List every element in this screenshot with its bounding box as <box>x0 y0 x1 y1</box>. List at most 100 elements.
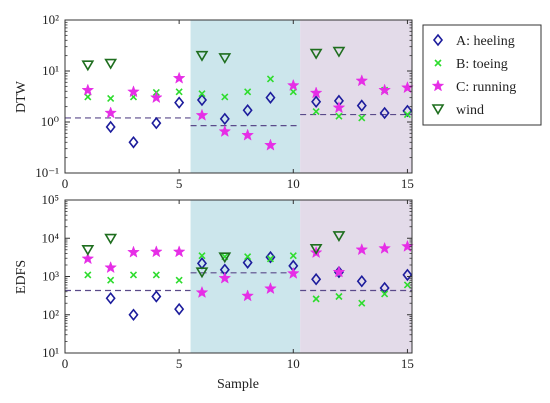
data-point <box>332 265 346 278</box>
data-point <box>311 272 322 286</box>
data-point <box>107 94 115 102</box>
data-point <box>242 103 253 117</box>
data-point <box>84 271 92 279</box>
data-point <box>151 290 162 303</box>
x-tick-label: 5 <box>176 176 183 191</box>
data-point <box>175 88 183 96</box>
data-point <box>309 86 323 99</box>
data-point <box>81 60 95 72</box>
data-point <box>152 271 160 279</box>
x-tick-label: 0 <box>62 176 69 191</box>
data-point <box>264 138 277 151</box>
data-point <box>266 255 275 263</box>
data-point <box>105 120 116 134</box>
legend-marker-x <box>434 59 442 67</box>
data-point <box>84 93 92 101</box>
legend-label: wind <box>456 103 484 118</box>
data-point <box>358 299 366 307</box>
data-point <box>104 106 118 119</box>
dtw-axes-frame <box>64 19 413 174</box>
data-point <box>219 112 230 126</box>
data-point <box>332 101 346 114</box>
data-point <box>312 108 320 116</box>
data-point <box>332 46 346 58</box>
data-point <box>378 83 391 96</box>
data-point <box>172 245 186 258</box>
shaded-region <box>300 200 412 353</box>
series-wind <box>81 46 346 72</box>
data-point <box>175 276 183 284</box>
x-axis-label: Sample <box>217 377 259 392</box>
data-point <box>356 99 367 112</box>
data-point <box>107 276 115 284</box>
data-point <box>264 281 277 295</box>
legend-label: C: running <box>456 80 516 95</box>
data-point <box>196 93 207 107</box>
data-point <box>81 83 95 96</box>
y-tick-label: 10² <box>42 307 59 322</box>
data-point <box>81 244 95 256</box>
data-point <box>195 108 209 121</box>
data-point <box>128 308 139 322</box>
legend-marker-star <box>431 79 445 92</box>
data-point <box>151 116 162 130</box>
y-tick-label: 10⁰ <box>41 114 59 129</box>
data-point <box>105 291 116 305</box>
data-point <box>335 292 343 301</box>
data-point <box>198 90 206 98</box>
data-point <box>332 231 346 243</box>
legend: A: heeling B: toeing C: running wind <box>422 24 542 126</box>
data-point <box>289 88 297 96</box>
y-tick-label: 10³ <box>42 269 59 284</box>
data-point <box>309 243 323 255</box>
data-point <box>241 128 255 141</box>
x-tick-label: 15 <box>401 176 414 191</box>
x-tick-label: 10 <box>287 176 300 191</box>
data-point <box>403 110 411 119</box>
y-tick-label: 10⁵ <box>41 192 59 207</box>
data-point <box>149 90 163 104</box>
data-point <box>174 96 185 109</box>
edfs-ylabel: EDFS <box>14 260 29 294</box>
shaded-region <box>190 20 301 173</box>
data-point <box>286 266 300 279</box>
legend-marker-diamond <box>432 33 444 47</box>
x-tick-label: 15 <box>401 356 414 371</box>
data-point <box>309 48 323 60</box>
data-point <box>265 91 276 104</box>
data-point <box>356 274 367 288</box>
data-point <box>311 95 322 108</box>
data-point <box>218 252 232 264</box>
data-point <box>218 53 232 65</box>
legend-label: B: toeing <box>456 57 508 72</box>
data-point <box>378 241 391 254</box>
data-point <box>379 106 390 120</box>
data-point <box>198 252 206 260</box>
data-point <box>81 252 95 265</box>
shaded-region <box>190 200 301 353</box>
data-point <box>286 78 300 91</box>
y-tick-label: 10² <box>42 12 59 27</box>
data-point <box>218 124 232 137</box>
legend-label: A: heeling <box>456 34 515 49</box>
x-tick-label: 5 <box>176 356 183 371</box>
series-a-heeling <box>105 91 413 149</box>
data-point <box>289 252 297 260</box>
legend-box <box>422 24 542 126</box>
x-tick-label: 10 <box>287 356 300 371</box>
data-point <box>244 253 252 261</box>
y-tick-label: 10¹ <box>42 345 59 360</box>
data-point <box>104 233 118 245</box>
series-c-running <box>81 71 414 151</box>
data-point <box>266 75 275 83</box>
data-point <box>174 302 185 316</box>
data-point <box>195 267 209 279</box>
data-point <box>355 74 369 87</box>
data-point <box>312 295 320 303</box>
data-point <box>244 88 252 96</box>
data-point <box>149 245 163 258</box>
y-tick-label: 10⁴ <box>41 230 59 245</box>
y-tick-label: 10⁻¹ <box>35 165 59 180</box>
data-point <box>172 71 186 84</box>
